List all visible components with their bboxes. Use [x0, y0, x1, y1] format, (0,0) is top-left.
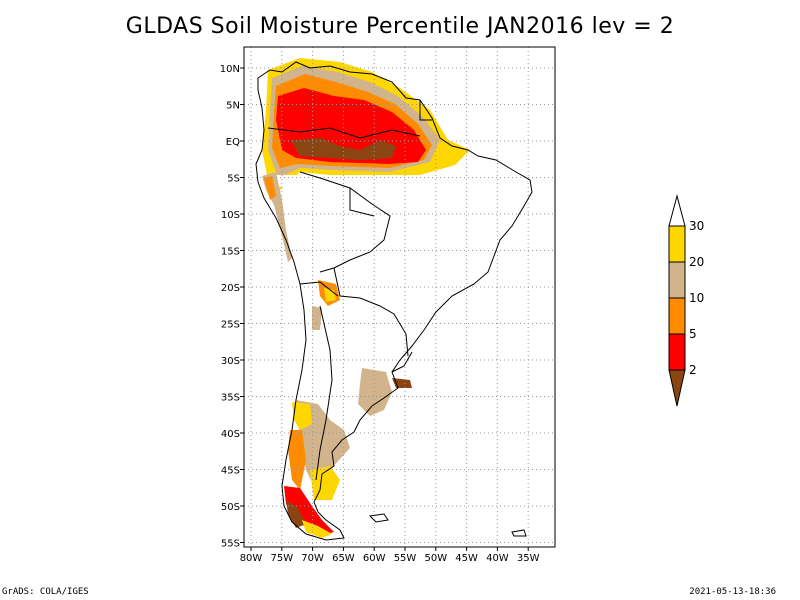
lat-tick-label: 35S — [221, 393, 240, 404]
colorbar-labels: 2 5 10 20 30 — [689, 219, 704, 377]
lon-tick-label: 80W — [240, 553, 263, 564]
lat-tick-label: 55S — [221, 539, 240, 550]
footer-timestamp: 2021-05-13-18:36 — [689, 587, 776, 597]
lon-tick-label: 75W — [270, 553, 293, 564]
footer-credit: GrADS: COLA/IGES — [2, 587, 89, 597]
lon-tick-label: 45W — [455, 553, 478, 564]
colorbar — [668, 194, 686, 407]
lon-tick-label: 65W — [332, 553, 355, 564]
lat-tick-label: 20S — [221, 283, 240, 294]
lat-tick-label: 50S — [221, 502, 240, 513]
plot-frame — [243, 46, 556, 548]
lat-lon-grid — [244, 47, 555, 547]
colorbar-10-20 — [668, 261, 686, 299]
colorbar-2-5 — [668, 333, 686, 371]
lon-tick-labels: 80W 75W 70W 65W 60W 55W 50W 45W 40W 35W — [240, 547, 540, 564]
lat-tick-labels: 10N 5N EQ 5S 10S 15S 20S 25S 30S 35S 40S 45S 50S 55S — [220, 64, 244, 550]
shade-chaco-10-20 — [312, 306, 322, 330]
shade-pat-2-5 — [284, 486, 334, 536]
colorbar-label: 10 — [689, 291, 704, 305]
colorbar-label: 20 — [689, 255, 704, 269]
colorbar-below-2 — [668, 369, 686, 407]
lat-tick-label: 10S — [221, 210, 240, 221]
shade-uruguay-10-20 — [358, 368, 392, 416]
shade-tdf-20-30 — [302, 520, 332, 538]
lat-tick-label: 45S — [221, 466, 240, 477]
lat-tick-label: 15S — [221, 247, 240, 258]
lon-tick-label: 40W — [486, 553, 509, 564]
lat-tick-label: 10N — [220, 64, 240, 75]
lat-tick-label: 40S — [221, 429, 240, 440]
colorbar-5-10 — [668, 297, 686, 335]
shade-pat-20-30b — [310, 466, 340, 500]
shade-pat-below2 — [286, 500, 306, 528]
coastline — [255, 61, 533, 541]
colorbar-label: 2 — [689, 363, 697, 377]
lon-tick-label: 70W — [301, 553, 324, 564]
colorbar-above-30 — [668, 194, 686, 227]
shade-north-below-2 — [290, 138, 396, 160]
lat-tick-label: 30S — [221, 356, 240, 367]
lat-tick-label: 5S — [227, 174, 240, 185]
percentile-shading — [250, 58, 550, 538]
colorbar-label: 5 — [689, 327, 697, 341]
lat-tick-label: 25S — [221, 320, 240, 331]
lon-tick-label: 60W — [363, 553, 386, 564]
lat-tick-label: 5N — [226, 101, 240, 112]
lon-tick-label: 35W — [517, 553, 540, 564]
map-title: GLDAS Soil Moisture Percentile JAN2016 l… — [125, 14, 675, 39]
colorbar-label: 30 — [689, 219, 704, 233]
shade-andes-5-10 — [264, 176, 276, 200]
lon-tick-label: 50W — [424, 553, 447, 564]
lon-tick-label: 55W — [394, 553, 417, 564]
colorbar-20-30 — [668, 225, 686, 263]
lat-tick-label: EQ — [226, 137, 240, 148]
shade-pat-20-30 — [292, 402, 312, 430]
shade-pat-5-10 — [288, 430, 306, 490]
